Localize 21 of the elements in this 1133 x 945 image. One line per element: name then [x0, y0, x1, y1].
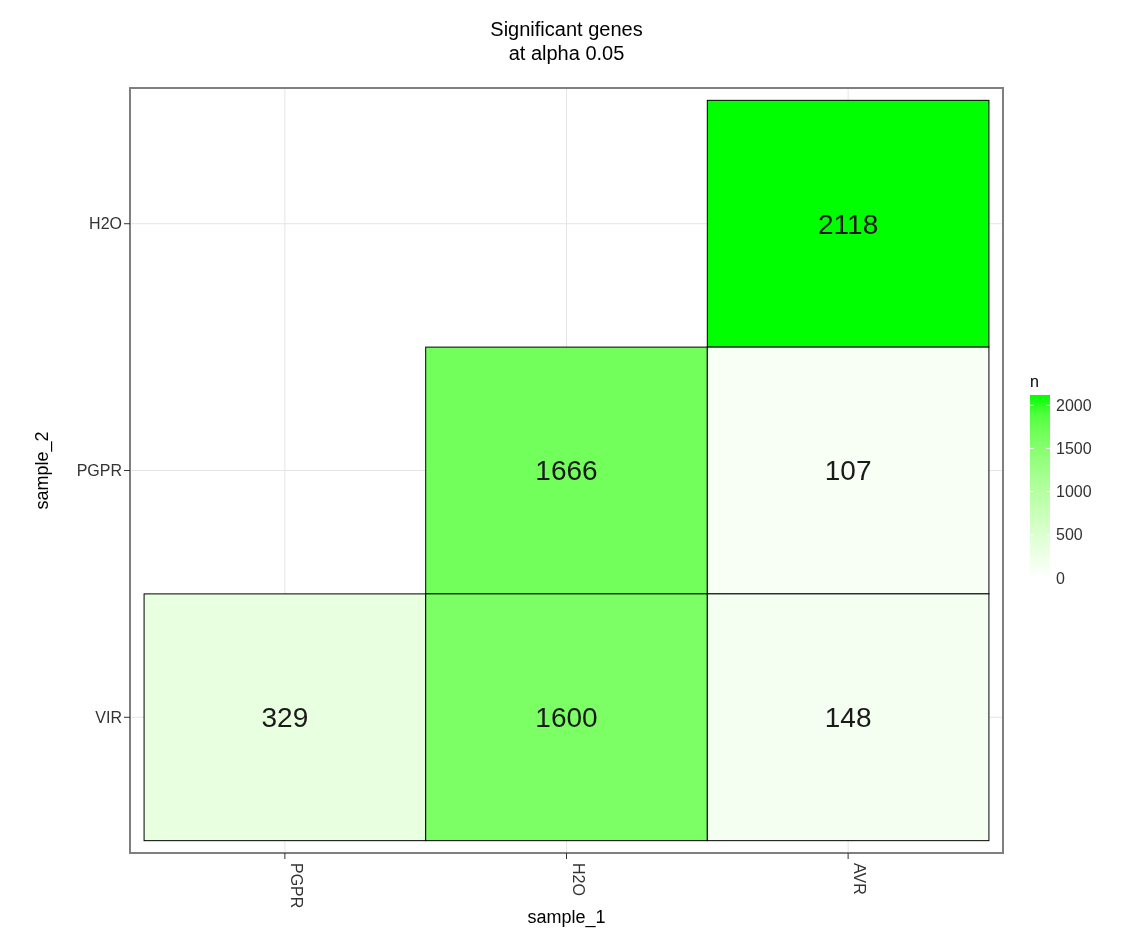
x-tick-label: H2O: [569, 863, 587, 896]
data-label: 148: [824, 702, 872, 734]
color-bar-label: 2000: [1056, 396, 1092, 414]
chart-title: Significant genes at alpha 0.05: [490, 18, 643, 64]
y-tick-label: PGPR: [76, 462, 122, 480]
color-bar-label: 1500: [1056, 440, 1092, 457]
data-label: 1600: [535, 702, 598, 734]
x-axis-title: sample_1: [527, 907, 606, 928]
y-axis-title: sample_2: [32, 431, 53, 510]
color-bar-label: 0: [1056, 569, 1065, 587]
color-bar-title: n: [1030, 373, 1039, 390]
x-tick-label: PGPR: [287, 863, 305, 909]
color-bar-label: 500: [1056, 526, 1083, 544]
y-tick-label: VIR: [95, 708, 122, 726]
data-label: 329: [261, 702, 309, 734]
color-bar-label: 1000: [1056, 483, 1092, 501]
x-tick-label: AVR: [851, 863, 869, 895]
data-label: 2118: [818, 208, 879, 240]
data-label: 107: [824, 455, 872, 487]
y-tick-label: H2O: [89, 215, 122, 233]
data-label: 1666: [535, 455, 598, 487]
